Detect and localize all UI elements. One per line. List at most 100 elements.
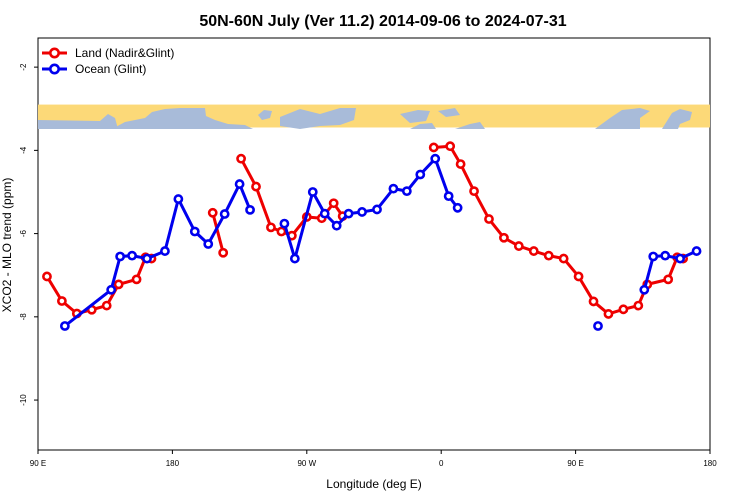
- data-point-land: [251, 181, 261, 192]
- x-axis-ticks: 90 E 180 90 W 0 90 E 180: [30, 450, 717, 468]
- data-point-ocean: [319, 208, 330, 219]
- legend-label-land: Land (Nadir&Glint): [75, 46, 174, 60]
- data-point-land: [573, 271, 584, 282]
- data-point-ocean: [289, 253, 300, 264]
- data-point-land: [56, 296, 67, 306]
- y-axis-label: XCO2 - MLO trend (ppm): [0, 178, 14, 313]
- x-tick-label: 0: [439, 459, 444, 468]
- data-point-ocean: [691, 246, 702, 256]
- data-point-ocean: [443, 191, 454, 202]
- data-point-ocean: [59, 321, 70, 331]
- data-point-land: [276, 226, 287, 237]
- data-point-ocean: [142, 253, 152, 264]
- data-point-ocean: [401, 186, 412, 197]
- y-tick-label: -4: [19, 146, 28, 154]
- data-point-ocean: [388, 183, 399, 194]
- data-point-land: [101, 300, 112, 311]
- legend-marker-ocean: [48, 63, 60, 75]
- data-point-ocean: [639, 284, 650, 295]
- data-point-ocean: [660, 250, 671, 261]
- ocean-region: [180, 108, 253, 129]
- data-point-ocean: [106, 284, 117, 295]
- y-axis-ticks: -2 -4 -6 -8 -10: [19, 63, 38, 406]
- ocean-region: [112, 108, 180, 129]
- ocean-region: [455, 122, 485, 129]
- data-point-land: [455, 159, 466, 169]
- legend-item-land: Land (Nadir&Glint): [42, 46, 174, 60]
- data-point-ocean: [160, 246, 170, 256]
- data-point-land: [528, 246, 539, 256]
- data-point-ocean: [331, 220, 342, 231]
- x-axis-label: Longitude (deg E): [326, 477, 421, 491]
- x-tick-label: 180: [703, 459, 717, 468]
- series-line-ocean: [63, 182, 252, 328]
- data-point-ocean: [234, 179, 245, 189]
- data-point-land: [218, 247, 229, 258]
- ocean-region: [280, 108, 356, 129]
- ocean-region: [410, 123, 436, 129]
- data-point-land: [603, 309, 614, 319]
- data-point-land: [445, 141, 456, 152]
- data-point-land: [484, 214, 494, 224]
- plot-area: 90 E 180 90 W 0 90 E 180 -2 -4 -6 -8 -10: [19, 37, 717, 468]
- data-point-land: [499, 232, 509, 243]
- x-tick-label: 180: [166, 459, 180, 468]
- data-point-ocean: [219, 209, 230, 219]
- data-point-land: [42, 271, 52, 282]
- map-ocean-regions: [38, 108, 692, 129]
- ocean-region: [258, 110, 272, 120]
- data-point-ocean: [245, 204, 255, 215]
- data-point-ocean: [127, 250, 137, 261]
- ocean-region: [662, 109, 692, 129]
- data-point-land: [633, 300, 644, 311]
- data-point-ocean: [675, 253, 686, 264]
- data-point-land: [469, 186, 479, 197]
- data-point-ocean: [357, 207, 367, 217]
- world-map-strip: [38, 104, 710, 129]
- data-point-ocean: [372, 204, 382, 215]
- legend: Land (Nadir&Glint) Ocean (Glint): [42, 46, 174, 76]
- data-point-land: [236, 153, 246, 164]
- data-point-ocean: [415, 169, 426, 180]
- ocean-region: [38, 114, 118, 129]
- data-point-ocean: [452, 202, 463, 213]
- data-point-land: [618, 304, 629, 315]
- y-tick-label: -6: [19, 229, 28, 237]
- ocean-region: [400, 110, 430, 123]
- data-point-ocean: [279, 218, 290, 229]
- ocean-region: [438, 108, 460, 117]
- data-point-land: [543, 250, 554, 261]
- series-ocean: [59, 153, 702, 331]
- data-point-land: [207, 207, 218, 218]
- data-point-ocean: [203, 239, 214, 249]
- data-point-land: [558, 253, 569, 264]
- legend-label-ocean: Ocean (Glint): [75, 62, 146, 76]
- data-point-ocean: [115, 251, 126, 262]
- legend-marker-land: [48, 47, 60, 59]
- data-point-land: [266, 222, 276, 233]
- data-point-ocean: [343, 208, 354, 219]
- data-point-ocean: [648, 251, 659, 262]
- y-tick-label: -10: [19, 394, 28, 406]
- y-tick-label: -8: [19, 313, 28, 321]
- data-point-land: [588, 296, 599, 307]
- series-line-land: [211, 212, 225, 254]
- data-point-ocean: [173, 194, 184, 204]
- data-point-land: [428, 142, 439, 153]
- data-point-land: [113, 279, 124, 290]
- x-tick-label: 90 W: [297, 459, 316, 468]
- data-point-land: [663, 274, 674, 285]
- data-point-ocean: [307, 187, 318, 197]
- series-land: [42, 141, 689, 319]
- x-tick-label: 90 E: [30, 459, 46, 468]
- data-point-ocean: [593, 321, 603, 331]
- ocean-region: [595, 108, 650, 129]
- y-tick-label: -2: [19, 63, 28, 71]
- data-point-ocean: [189, 226, 200, 237]
- data-point-land: [131, 274, 142, 285]
- legend-item-ocean: Ocean (Glint): [42, 62, 146, 76]
- x-tick-label: 90 E: [567, 459, 583, 468]
- series-layer: [42, 141, 702, 331]
- data-point-ocean: [430, 153, 441, 164]
